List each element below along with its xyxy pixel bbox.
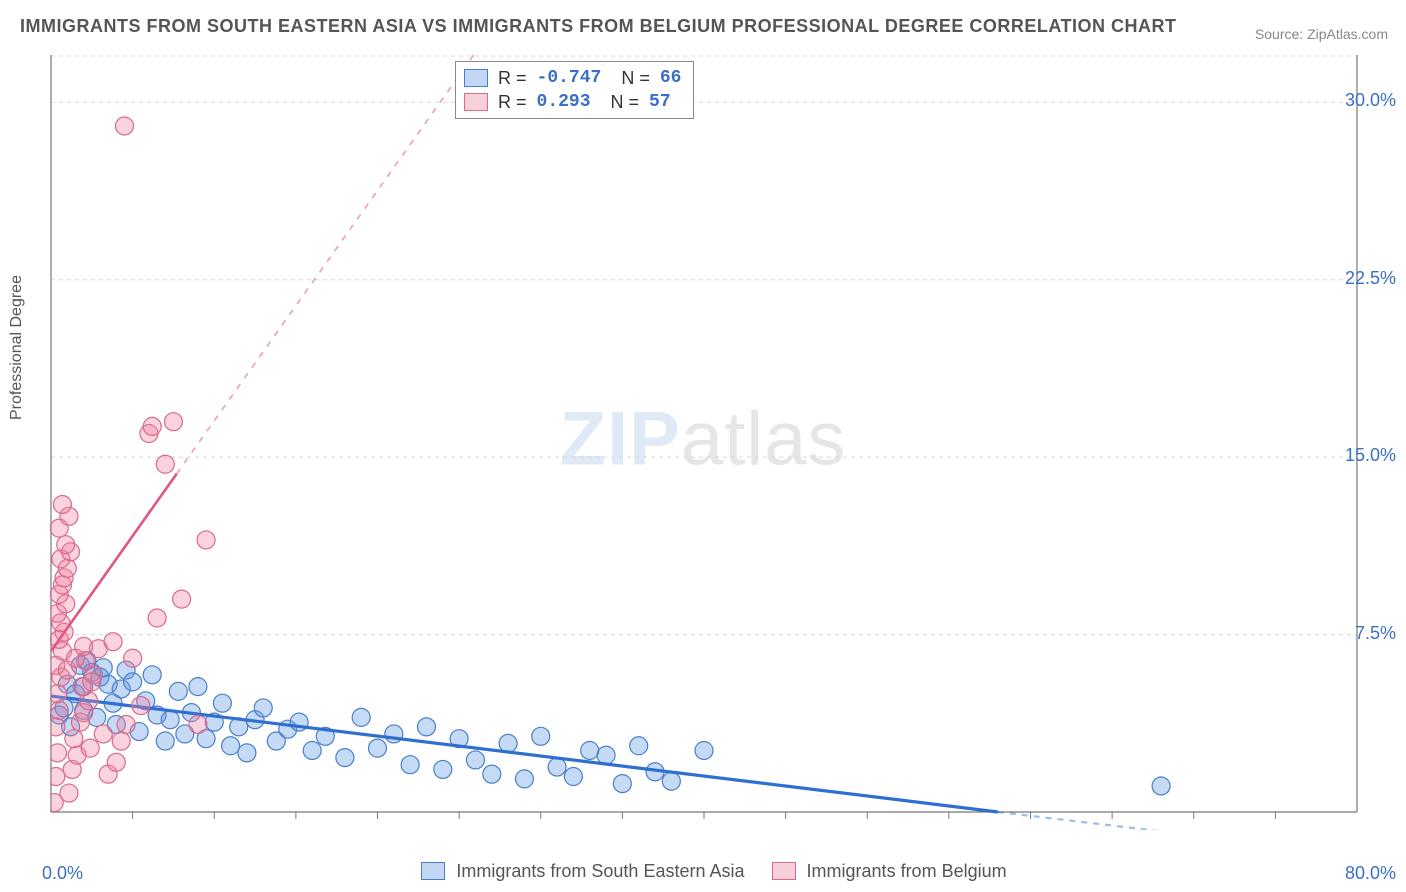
source-label: Source: ZipAtlas.com xyxy=(1255,26,1388,42)
stat-label-r: R = xyxy=(498,66,527,90)
stat-label-r: R = xyxy=(498,90,527,114)
stats-row-series1: R = -0.747 N = 66 xyxy=(464,66,681,90)
stat-r1: -0.747 xyxy=(537,66,602,90)
stat-n2: 57 xyxy=(649,90,671,114)
stats-row-series2: R = 0.293 N = 57 xyxy=(464,90,681,114)
stat-label-n: N = xyxy=(621,66,650,90)
y-tick-1: 15.0% xyxy=(1345,445,1396,466)
chart-area xyxy=(50,55,1380,845)
chart-title: IMMIGRANTS FROM SOUTH EASTERN ASIA VS IM… xyxy=(20,16,1177,37)
legend-swatch-blue-icon xyxy=(421,862,445,880)
stat-n1: 66 xyxy=(660,66,682,90)
stat-label-n: N = xyxy=(611,90,640,114)
bottom-legend: Immigrants from South Eastern Asia Immig… xyxy=(0,861,1406,882)
scatter-plot-svg xyxy=(50,55,1375,830)
legend-label-series2: Immigrants from Belgium xyxy=(807,861,1007,881)
correlation-stats-box: R = -0.747 N = 66 R = 0.293 N = 57 xyxy=(455,61,694,119)
y-axis-label: Professional Degree xyxy=(8,275,26,420)
swatch-pink-icon xyxy=(464,93,488,111)
y-tick-2: 22.5% xyxy=(1345,268,1396,289)
swatch-blue-icon xyxy=(464,69,488,87)
legend-label-series1: Immigrants from South Eastern Asia xyxy=(456,861,744,881)
legend-swatch-pink-icon xyxy=(772,862,796,880)
y-tick-3: 30.0% xyxy=(1345,90,1396,111)
y-tick-0: 7.5% xyxy=(1355,623,1396,644)
stat-r2: 0.293 xyxy=(537,90,591,114)
